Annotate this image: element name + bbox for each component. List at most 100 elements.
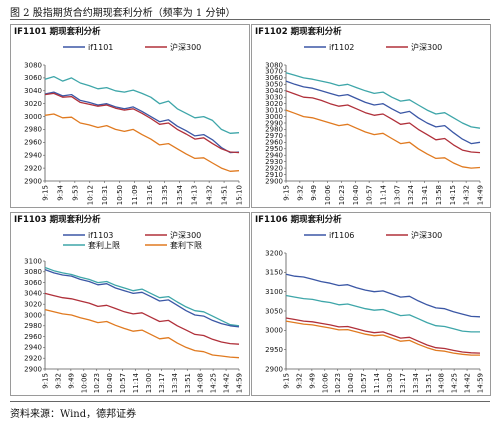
x-tick-label: 13:58 (435, 185, 443, 205)
x-tick-label: 14:32 (206, 185, 214, 205)
y-tick-label: 3000 (24, 311, 42, 319)
legend-label: if1106 (329, 231, 354, 240)
legend-label: 套利下限 (170, 240, 202, 250)
x-tick-label: 9:49 (67, 373, 75, 389)
y-tick-label: 2910 (265, 171, 283, 179)
y-tick-label: 3200 (265, 249, 283, 257)
series-line (285, 317, 481, 354)
y-tick-label: 2940 (24, 152, 42, 160)
y-tick-label: 3000 (265, 327, 283, 335)
x-tick-label: 14:13 (191, 185, 199, 205)
x-tick-label: 14:49 (477, 185, 485, 205)
x-tick-label: 14:08 (438, 373, 446, 393)
x-tick-label: 14:08 (197, 373, 205, 393)
panel-title-if1103: IF1103 期现套利分析 (11, 213, 249, 227)
x-tick-label: 13:51 (184, 373, 192, 393)
x-tick-label: 13:34 (171, 372, 179, 393)
x-tick-label: 13:17 (158, 373, 166, 393)
x-tick-label: 10:12 (86, 185, 94, 205)
x-tick-label: 10:23 (334, 373, 342, 393)
x-tick-label: 10:23 (93, 373, 101, 393)
y-tick-label: 3030 (265, 94, 283, 102)
x-tick-label: 9:49 (308, 373, 316, 389)
y-tick-label: 2980 (24, 322, 42, 330)
y-tick-label: 2940 (24, 344, 42, 352)
x-tick-label: 9:53 (71, 185, 79, 201)
bottom-rule (10, 401, 490, 402)
y-tick-label: 3060 (24, 74, 42, 82)
chart-panel-if1102: IF1102 期现套利分析 2900 2910 2920 2930 2940 2950 29… (251, 24, 491, 208)
y-tick-label: 3100 (24, 257, 42, 265)
x-tick-label: 13:35 (161, 185, 169, 205)
y-tick-label: 3070 (265, 68, 283, 76)
legend-label: 沪深300 (170, 42, 201, 52)
y-tick-label: 2950 (265, 145, 283, 153)
series-line (285, 273, 481, 318)
series-line (44, 292, 240, 345)
x-tick-label: 10:06 (324, 184, 332, 205)
x-tick-label: 13:00 (145, 373, 153, 393)
y-tick-label: 3020 (24, 100, 42, 108)
x-tick-label: 14:25 (451, 373, 459, 393)
x-tick-label: 14:51 (221, 185, 229, 205)
x-tick-label: 9:15 (42, 185, 50, 201)
x-tick-label: 13:51 (425, 373, 433, 393)
x-tick-label: 10:06 (80, 372, 88, 393)
y-tick-label: 2950 (265, 346, 283, 354)
y-tick-label: 3080 (265, 61, 283, 69)
x-tick-label: 10:06 (321, 372, 329, 393)
legend-label: 套利上限 (88, 240, 120, 250)
x-tick-label: 14:42 (223, 373, 231, 393)
series-line (285, 90, 481, 154)
y-tick-label: 3010 (265, 106, 283, 114)
legend-label: 沪深300 (411, 230, 442, 240)
legend-label: if1101 (88, 43, 113, 52)
y-tick-label: 3040 (24, 87, 42, 95)
x-tick-label: 13:16 (146, 184, 154, 205)
x-tick-label: 10:57 (119, 373, 127, 393)
y-tick-label: 2920 (24, 164, 42, 172)
series-line (44, 308, 240, 359)
y-tick-label: 2960 (265, 139, 283, 147)
x-tick-label: 10:23 (338, 185, 346, 205)
series-line (285, 72, 481, 129)
y-tick-label: 2900 (24, 365, 42, 373)
series-line (285, 320, 480, 356)
panel-title-if1102: IF1102 期现套利分析 (252, 25, 490, 39)
y-tick-label: 2930 (265, 158, 283, 166)
x-tick-label: 9:49 (310, 185, 318, 201)
y-tick-label: 3040 (265, 87, 283, 95)
x-tick-label: 13:54 (176, 184, 184, 205)
y-tick-label: 3080 (24, 61, 42, 69)
y-tick-label: 3000 (24, 113, 42, 121)
y-tick-label: 3060 (24, 279, 42, 287)
x-tick-label: 9:34 (56, 184, 64, 200)
y-tick-label: 3020 (265, 100, 283, 108)
y-tick-label: 2940 (265, 152, 283, 160)
y-tick-label: 3040 (24, 290, 42, 298)
x-tick-label: 13:07 (393, 185, 401, 205)
y-tick-label: 2920 (24, 355, 42, 363)
x-tick-label: 14:59 (236, 373, 244, 393)
x-tick-label: 13:34 (412, 372, 420, 393)
series-line (44, 268, 240, 328)
series-line (285, 109, 481, 169)
x-tick-label: 9:15 (283, 185, 291, 201)
x-tick-label: 10:50 (116, 185, 124, 205)
x-tick-label: 9:32 (54, 373, 62, 389)
y-tick-label: 3060 (265, 74, 283, 82)
x-tick-label: 11:14 (373, 372, 381, 393)
y-tick-label: 2900 (265, 365, 283, 373)
panel-title-if1106: IF1106 期现套利分析 (252, 213, 490, 227)
series-line (44, 266, 240, 327)
top-rule (10, 19, 490, 20)
chart-panel-if1101: IF1101 期现套利分析 2900 2920 2940 2960 2980 3000 30… (10, 24, 250, 208)
y-tick-label: 2980 (24, 126, 42, 134)
series-line (44, 113, 240, 172)
x-tick-label: 15:10 (236, 185, 244, 205)
x-tick-label: 14:32 (463, 185, 471, 205)
chart-if1106: 2900 2950 3000 3050 3100 3150 3200 9:15 9:32 9:49… (265, 230, 484, 393)
x-tick-label: 14:42 (464, 373, 472, 393)
y-tick-label: 2970 (265, 132, 283, 140)
y-tick-label: 3020 (24, 301, 42, 309)
